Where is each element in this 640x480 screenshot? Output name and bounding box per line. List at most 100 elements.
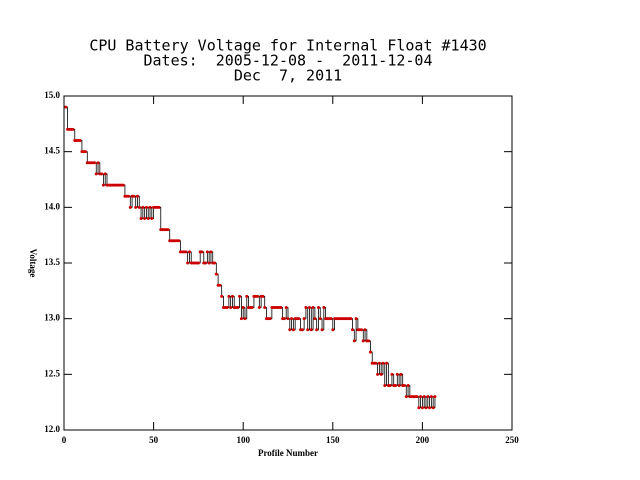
data-point [419,395,423,399]
data-point [313,317,317,321]
data-point [205,250,209,254]
data-point [148,205,152,209]
data-point [227,294,231,298]
data-point [92,161,96,165]
data-point [127,194,131,198]
data-point [209,250,213,254]
data-point [186,261,190,265]
data-point [433,395,437,399]
data-point [352,339,356,343]
data-point [331,328,335,332]
data-point [318,317,322,321]
data-point [238,294,242,298]
data-point [184,250,188,254]
data-point [402,383,406,387]
data-point [64,105,68,109]
data-point [309,328,313,332]
data-point [144,205,148,209]
data-point [177,239,181,243]
data-point [141,205,145,209]
data-point [128,205,132,209]
data-point [143,216,147,220]
data-point [383,383,387,387]
data-point [257,306,261,310]
data-point [397,383,401,387]
data-point [426,395,430,399]
data-point [134,205,138,209]
data-point [429,395,433,399]
data-point [316,306,320,310]
data-point [282,317,286,321]
data-point [329,317,333,321]
data-point [306,328,310,332]
x-tick-label: 50 [149,435,159,445]
data-point [399,372,403,376]
data-point [256,294,260,298]
data-point [279,306,283,310]
data-point [404,395,408,399]
data-point [286,317,290,321]
data-point [96,161,100,165]
y-tick-label: 12.0 [44,424,60,434]
data-point [374,361,378,365]
data-point [381,361,385,365]
data-point [230,294,234,298]
data-point [121,183,125,187]
y-tick-label: 12.5 [44,368,60,378]
data-point [71,127,75,131]
x-axis-label: Profile Number [258,448,318,458]
data-point [394,383,398,387]
data-point [101,183,105,187]
data-point [204,261,208,265]
x-tick-label: 250 [505,435,519,445]
data-point [388,383,392,387]
y-tick-label: 14.5 [44,146,60,156]
data-point [349,317,353,321]
data-point [166,228,170,232]
data-point [415,395,419,399]
data-point [376,372,380,376]
data-point [290,317,294,321]
data-point [261,294,265,298]
x-tick-label: 100 [236,435,250,445]
data-point [187,250,191,254]
data-point [304,306,308,310]
data-point [207,261,211,265]
data-point [236,306,240,310]
data-point [308,306,312,310]
data-point [284,306,288,310]
data-point [245,294,249,298]
data-point [406,383,410,387]
data-point [368,350,372,354]
data-point [94,172,98,176]
data-point [417,406,421,410]
data-point [367,339,371,343]
data-point [218,283,222,287]
data-point [297,317,301,321]
x-tick-label: 200 [416,435,430,445]
data-point [132,194,136,198]
y-tick-label: 14.0 [44,201,60,211]
data-point [241,306,245,310]
y-tick-label: 13.0 [44,313,60,323]
data-point [157,205,161,209]
data-point [361,339,365,343]
data-point [422,395,426,399]
data-point [385,361,389,365]
data-point [354,317,358,321]
data-point [390,372,394,376]
data-point [243,317,247,321]
x-tick-label: 150 [326,435,340,445]
data-point [320,328,324,332]
data-point [377,361,381,365]
data-point [428,406,432,410]
data-point [103,172,107,176]
data-point [359,328,363,332]
data-point [250,306,254,310]
data-point [263,306,267,310]
data-point [225,306,229,310]
data-point [315,328,319,332]
data-point [431,406,435,410]
